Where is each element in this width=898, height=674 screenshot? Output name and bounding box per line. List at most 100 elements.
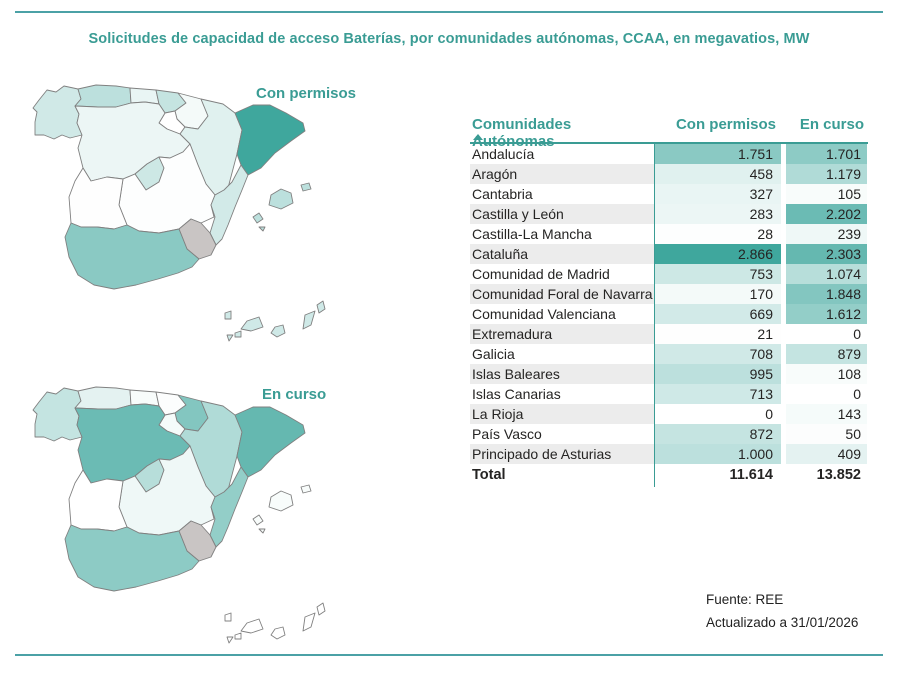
map-region-cataluna[interactable]: [234, 104, 306, 176]
region-name-cell[interactable]: Andalucía: [470, 144, 655, 164]
map-region-el-hierro[interactable]: [226, 334, 234, 342]
con-permisos-value-cell[interactable]: 283: [655, 204, 781, 224]
map-region-ibiza[interactable]: [252, 212, 264, 224]
en-curso-value-cell[interactable]: 2.202: [786, 204, 867, 224]
en-curso-value-cell[interactable]: 108: [786, 364, 867, 384]
con-permisos-value-cell[interactable]: 1.751: [655, 144, 781, 164]
en-curso-value-cell[interactable]: 50: [786, 424, 867, 444]
en-curso-value-cell[interactable]: 1.074: [786, 264, 867, 284]
en-curso-value-cell[interactable]: 0: [786, 324, 867, 344]
con-permisos-value-cell[interactable]: 669: [655, 304, 781, 324]
region-name-cell[interactable]: La Rioja: [470, 404, 655, 424]
map-region-el-hierro[interactable]: [226, 636, 234, 644]
region-name-cell[interactable]: Cataluña: [470, 244, 655, 264]
map-region-menorca[interactable]: [300, 484, 312, 494]
region-name-cell[interactable]: Castilla-La Mancha: [470, 224, 655, 244]
region-name-cell[interactable]: Islas Baleares: [470, 364, 655, 384]
con-permisos-value-cell[interactable]: 713: [655, 384, 781, 404]
table-row[interactable]: Andalucía 1.751 1.701: [470, 144, 868, 164]
map-region-formentera[interactable]: [258, 226, 266, 232]
table-row[interactable]: Aragón 458 1.179: [470, 164, 868, 184]
table-row[interactable]: Castilla y León 283 2.202: [470, 204, 868, 224]
map-region-lanzarote[interactable]: [316, 602, 326, 616]
map-region-menorca[interactable]: [300, 182, 312, 192]
con-permisos-value-cell[interactable]: 995: [655, 364, 781, 384]
map-region-la-palma[interactable]: [224, 310, 232, 320]
region-name-cell[interactable]: País Vasco: [470, 424, 655, 444]
map-region-lanzarote[interactable]: [316, 300, 326, 314]
con-permisos-value-cell[interactable]: 1.000: [655, 444, 781, 464]
map-region-mallorca[interactable]: [268, 188, 294, 210]
en-curso-value-cell[interactable]: 1.701: [786, 144, 867, 164]
column-header-region[interactable]: Comunidades Autónomas: [472, 116, 572, 150]
column-header-con-permisos[interactable]: Con permisos: [675, 116, 776, 133]
map-region-tenerife[interactable]: [240, 316, 264, 332]
con-permisos-value-cell[interactable]: 753: [655, 264, 781, 284]
en-curso-value-cell[interactable]: 143: [786, 404, 867, 424]
con-permisos-value-cell[interactable]: 28: [655, 224, 781, 244]
con-permisos-value-cell[interactable]: 458: [655, 164, 781, 184]
map-region-la-gomera[interactable]: [234, 330, 242, 338]
map-region-mallorca[interactable]: [268, 490, 294, 512]
map-region-asturias[interactable]: [74, 386, 132, 410]
region-name-cell[interactable]: Comunidad Foral de Navarra: [470, 284, 655, 304]
map-region-gran-canaria[interactable]: [270, 324, 286, 338]
region-name-cell[interactable]: Extremadura: [470, 324, 655, 344]
region-name-cell[interactable]: Castilla y León: [470, 204, 655, 224]
choropleth-map-con-permisos[interactable]: [20, 78, 355, 363]
table-row[interactable]: Comunidad Valenciana 669 1.612: [470, 304, 868, 324]
en-curso-value-cell[interactable]: 409: [786, 444, 867, 464]
map-region-ibiza[interactable]: [252, 514, 264, 526]
map-region-formentera[interactable]: [258, 528, 266, 534]
en-curso-value-cell[interactable]: 1.848: [786, 284, 867, 304]
en-curso-value-cell[interactable]: 2.303: [786, 244, 867, 264]
region-name-cell[interactable]: Comunidad de Madrid: [470, 264, 655, 284]
map-region-galicia[interactable]: [32, 85, 83, 140]
map-region-fuerteventura[interactable]: [302, 310, 316, 330]
data-table[interactable]: Comunidades Autónomas Con permisos En cu…: [470, 116, 868, 487]
con-permisos-value-cell[interactable]: 872: [655, 424, 781, 444]
table-row[interactable]: Castilla-La Mancha 28 239: [470, 224, 868, 244]
map-region-andalucia[interactable]: [64, 524, 200, 592]
map-region-asturias[interactable]: [74, 84, 132, 108]
table-row[interactable]: Comunidad de Madrid 753 1.074: [470, 264, 868, 284]
en-curso-value-cell[interactable]: 0: [786, 384, 867, 404]
region-name-cell[interactable]: Principado de Asturias: [470, 444, 655, 464]
map-region-tenerife[interactable]: [240, 618, 264, 634]
en-curso-value-cell[interactable]: 239: [786, 224, 867, 244]
choropleth-map-en-curso[interactable]: [20, 380, 355, 665]
table-row[interactable]: Cataluña 2.866 2.303: [470, 244, 868, 264]
map-region-gran-canaria[interactable]: [270, 626, 286, 640]
region-name-cell[interactable]: Galicia: [470, 344, 655, 364]
con-permisos-value-cell[interactable]: 170: [655, 284, 781, 304]
en-curso-value-cell[interactable]: 105: [786, 184, 867, 204]
table-row[interactable]: Islas Baleares 995 108: [470, 364, 868, 384]
en-curso-value-cell[interactable]: 879: [786, 344, 867, 364]
region-name-cell[interactable]: Islas Canarias: [470, 384, 655, 404]
map-region-galicia[interactable]: [32, 387, 83, 442]
con-permisos-value-cell[interactable]: 21: [655, 324, 781, 344]
table-row[interactable]: Extremadura 21 0: [470, 324, 868, 344]
con-permisos-value-cell[interactable]: 0: [655, 404, 781, 424]
region-name-cell[interactable]: Cantabria: [470, 184, 655, 204]
table-row[interactable]: Islas Canarias 713 0: [470, 384, 868, 404]
map-region-cataluna[interactable]: [234, 406, 306, 478]
con-permisos-value-cell[interactable]: 327: [655, 184, 781, 204]
map-region-andalucia[interactable]: [64, 222, 200, 290]
con-permisos-value-cell[interactable]: 708: [655, 344, 781, 364]
en-curso-value-cell[interactable]: 1.612: [786, 304, 867, 324]
region-name-cell[interactable]: Comunidad Valenciana: [470, 304, 655, 324]
map-region-la-palma[interactable]: [224, 612, 232, 622]
region-name-cell[interactable]: Aragón: [470, 164, 655, 184]
table-row[interactable]: La Rioja 0 143: [470, 404, 868, 424]
table-row[interactable]: Comunidad Foral de Navarra 170 1.848: [470, 284, 868, 304]
table-row[interactable]: País Vasco 872 50: [470, 424, 868, 444]
table-row[interactable]: Cantabria 327 105: [470, 184, 868, 204]
map-region-fuerteventura[interactable]: [302, 612, 316, 632]
en-curso-value-cell[interactable]: 1.179: [786, 164, 867, 184]
table-row[interactable]: Principado de Asturias 1.000 409: [470, 444, 868, 464]
con-permisos-value-cell[interactable]: 2.866: [655, 244, 781, 264]
map-region-la-gomera[interactable]: [234, 632, 242, 640]
column-header-en-curso[interactable]: En curso: [799, 116, 864, 133]
table-row[interactable]: Galicia 708 879: [470, 344, 868, 364]
